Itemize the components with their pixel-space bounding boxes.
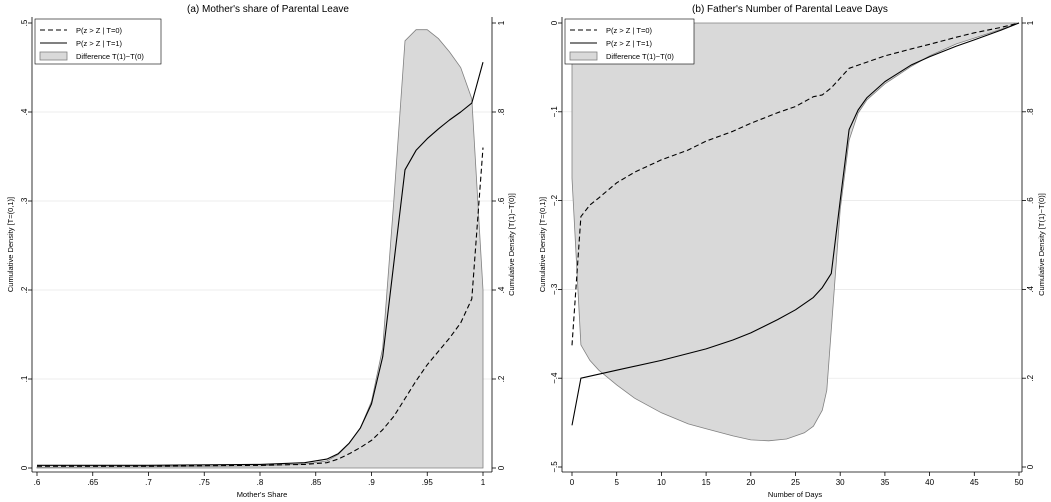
y-axis-title-right: Cumulative Density [T(1)−T(0)]	[1037, 193, 1046, 296]
y-tick-label-left: −.1	[550, 106, 559, 118]
x-tick-label: .65	[87, 478, 99, 487]
x-tick-label: 5	[614, 478, 619, 487]
y-tick-label-right: .8	[497, 108, 506, 115]
series-line-solid	[37, 62, 484, 466]
x-tick-label: .9	[368, 478, 375, 487]
legend-key-area	[39, 51, 68, 61]
y-tick-label-right: .6	[497, 197, 506, 204]
chart-panel-a: .6 .65 .7 .75 .8 .85 .9 .95 1 0 .1 .2 .3 .4 .5 0 .2 .4 .6.…	[6, 4, 516, 499]
y-tick-label-left: .1	[20, 375, 29, 382]
y-axis-title-left: Cumulative Density [T=(0,1)]	[6, 197, 15, 292]
x-tick-label: 35	[880, 478, 889, 487]
legend: P(z > Z | T=0) P(z > Z | T=1) Difference T…	[34, 18, 162, 65]
legend-label: P(z > Z | T=1)	[606, 39, 652, 48]
y-tick-label-left: 0	[550, 20, 559, 25]
x-tick-label: .95	[422, 478, 434, 487]
y-tick-label-right: .4	[1026, 286, 1035, 293]
legend-key-area	[569, 51, 598, 61]
legend-label: P(z > Z | T=0)	[606, 26, 652, 35]
chart-title: (b) Father's Number of Parental Leave Da…	[692, 4, 888, 15]
series-line-solid	[571, 22, 1020, 426]
x-axis-title: Mother's Share	[237, 490, 288, 499]
difference-area	[571, 22, 1020, 442]
y-tick-label-right: 1	[1026, 20, 1035, 25]
x-tick-label: 10	[657, 478, 666, 487]
legend-label: Difference T(1)−T(0)	[76, 52, 144, 61]
y-axis-title-right: Cumulative Density [T(1)−T(0)]	[507, 193, 516, 296]
x-tick-label: .7	[145, 478, 152, 487]
x-tick-label: 15	[702, 478, 711, 487]
legend-label: P(z > Z | T=1)	[76, 39, 122, 48]
y-tick-label-right: .4	[497, 286, 506, 293]
x-axis-title: Number of Days	[768, 490, 822, 499]
chart-title: (a) Mother's share of Parental Leave	[187, 4, 349, 15]
y-tick-label-left: −.4	[550, 372, 559, 384]
y-tick-label-left: 0	[20, 465, 29, 470]
legend-label: Difference T(1)−T(0)	[606, 52, 674, 61]
series-line-dashed	[571, 22, 1020, 346]
legend-label: P(z > Z | T=0)	[76, 26, 122, 35]
y-tick-label-right: 1	[497, 20, 506, 25]
y-tick-label-left: .3	[20, 197, 29, 204]
x-tick-label: 40	[925, 478, 934, 487]
y-tick-label-right: .8	[1026, 108, 1035, 115]
y-tick-label-right: 0	[1026, 464, 1035, 469]
y-tick-label-left: −.5	[550, 461, 559, 473]
x-tick-label: .85	[310, 478, 322, 487]
y-tick-label-left: .5	[20, 19, 29, 26]
y-tick-label-right: 0	[497, 465, 506, 470]
y-tick-label-left: −.3	[550, 283, 559, 295]
x-tick-label: 20	[746, 478, 755, 487]
x-tick-label: 0	[570, 478, 575, 487]
y-tick-label-right: .2	[497, 375, 506, 382]
y-tick-label-left: −.2	[550, 194, 559, 206]
difference-area	[36, 29, 484, 469]
x-tick-label: .75	[199, 478, 211, 487]
x-tick-label: 45	[970, 478, 979, 487]
y-tick-label-left: .4	[20, 108, 29, 115]
y-tick-label-left: .2	[20, 286, 29, 293]
x-tick-label: 30	[836, 478, 845, 487]
x-tick-label: .8	[257, 478, 264, 487]
y-tick-label-right: .2	[1026, 374, 1035, 381]
legend: P(z > Z | T=0) P(z > Z | T=1) Difference T…	[564, 18, 695, 65]
y-axis-title-left: Cumulative Density [T=(0,1)]	[538, 197, 547, 292]
y-tick-label-right: .6	[1026, 197, 1035, 204]
x-tick-label: 25	[791, 478, 800, 487]
x-tick-label: 50	[1015, 478, 1024, 487]
x-tick-label: .6	[34, 478, 41, 487]
series-line-dashed	[37, 147, 484, 467]
x-tick-label: 1	[481, 478, 486, 487]
chart-panel-b: 0 5 10 15 20 25 30 35 40 45 50 −.5 −.4 −.3 −.2 −.1 0 0 .2.…	[538, 4, 1046, 499]
